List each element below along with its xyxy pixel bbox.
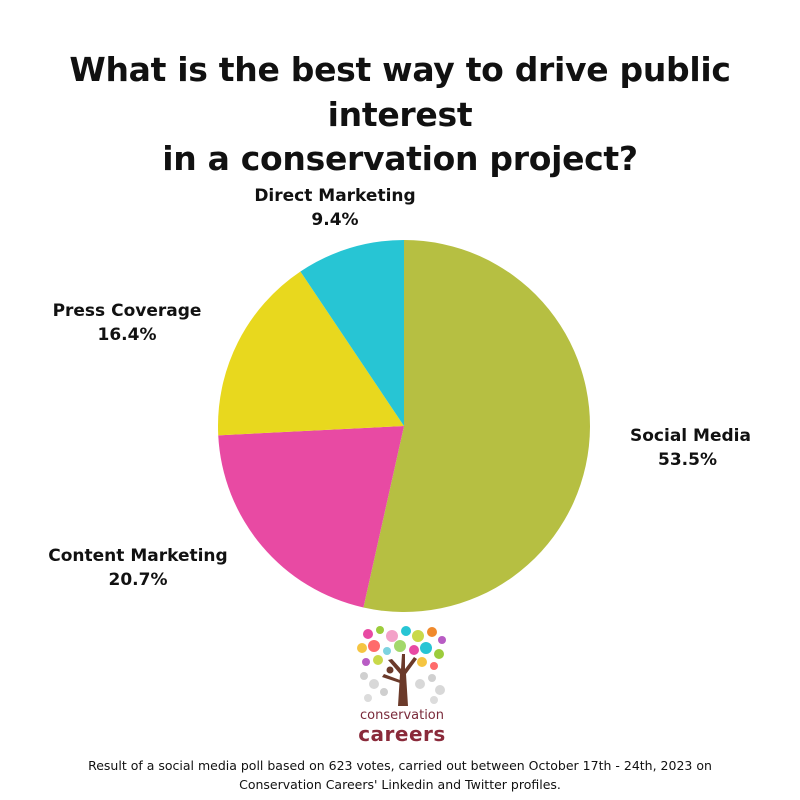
label-social-media-value: 53.5% — [658, 449, 717, 470]
label-press-coverage: Press Coverage 16.4% — [42, 300, 212, 348]
chart-title: What is the best way to drive public int… — [0, 48, 800, 182]
label-social-media: Social Media 53.5% — [630, 425, 770, 473]
conservation-careers-logo: conservation careers — [354, 624, 450, 748]
label-direct-marketing-name: Direct Marketing — [254, 186, 416, 206]
chart-title-line-2: in a conservation project? — [162, 139, 638, 179]
label-content-marketing: Content Marketing 20.7% — [38, 545, 238, 593]
chart-title-line-1: What is the best way to drive public int… — [69, 50, 731, 134]
logo-text-line-2: careers — [358, 722, 446, 746]
tree-logo-icon — [357, 626, 446, 706]
pie-slice-content-marketing — [218, 426, 404, 608]
label-content-marketing-value: 20.7% — [108, 569, 168, 590]
footnote-line-2: Conservation Careers' Linkedin and Twitt… — [239, 777, 561, 793]
label-direct-marketing: Direct Marketing 9.4% — [245, 185, 425, 233]
logo-text-line-1: conservation — [359, 708, 445, 723]
footnote-line-1: Result of a social media poll based on 6… — [88, 758, 712, 773]
pie-slice-direct-marketing — [300, 240, 404, 426]
footnote: Result of a social media poll based on 6… — [0, 756, 800, 795]
label-press-coverage-name: Press Coverage — [52, 301, 202, 321]
label-social-media-name: Social Media — [630, 426, 751, 446]
pie-slice-press-coverage — [217, 271, 404, 436]
label-press-coverage-value: 16.4% — [97, 324, 157, 345]
label-direct-marketing-value: 9.4% — [311, 209, 359, 230]
label-content-marketing-name: Content Marketing — [48, 546, 228, 566]
pie-slice-social-media — [363, 240, 590, 612]
